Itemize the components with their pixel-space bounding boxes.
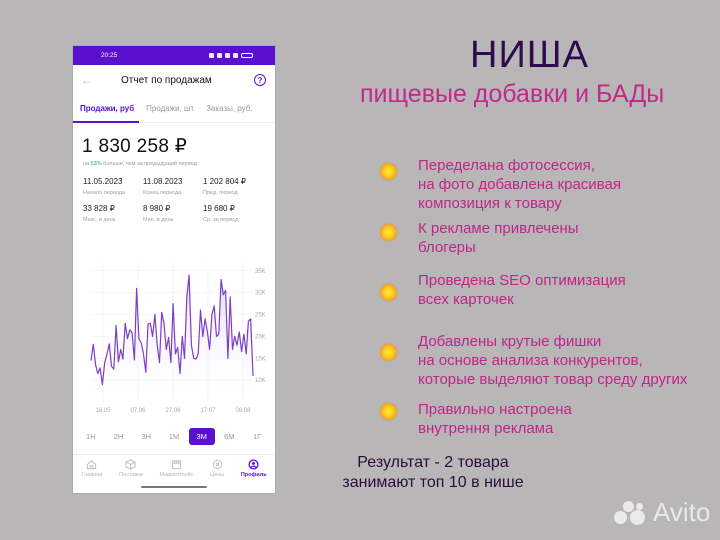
bullet-text: Проведена SEO оптимизация всех карточек: [418, 272, 626, 308]
svg-text:18.05: 18.05: [95, 408, 111, 414]
result-text: Результат - 2 товара занимают топ 10 в н…: [342, 454, 524, 491]
bullet-text: Добавлены крутые фишки на основе анализа…: [418, 333, 688, 388]
nav-prices[interactable]: Цены: [210, 455, 224, 482]
period-1y[interactable]: 1Г: [252, 432, 262, 441]
home-icon: [87, 460, 97, 470]
stat-label: Пред. период: [203, 190, 238, 196]
delta-prefix: на: [83, 161, 91, 167]
tab-orders-rub[interactable]: Заказы, руб.: [206, 104, 253, 113]
stat-avg: 19 680 ₽ Ср. за период: [203, 204, 263, 223]
stat-max-day: 33 828 ₽ Макс. в день: [83, 204, 143, 223]
nav-label: Поставки: [119, 472, 143, 478]
nav-marketplace[interactable]: Маркетплейс: [159, 455, 194, 482]
battery-icon: [241, 53, 253, 58]
nav-label: Маркетплейс: [159, 472, 194, 478]
svg-text:06.08: 06.08: [235, 408, 251, 414]
box-icon: [125, 459, 136, 470]
stats-grid: 11.05.2023 Начало периода 11.08.2023 Конец…: [83, 177, 275, 223]
stat-value: 11.05.2023: [83, 177, 123, 186]
bullet-text: К рекламе привлечены блогеры: [418, 220, 579, 256]
nav-label: Профиль: [240, 472, 267, 478]
notification-icon: [209, 53, 214, 58]
stat-value: 8 980 ₽: [143, 204, 171, 213]
alarm-icon: [217, 53, 222, 58]
svg-text:25K: 25K: [255, 313, 266, 319]
svg-text:07.06: 07.06: [130, 408, 146, 414]
stat-label: Мин. в день: [143, 217, 174, 223]
nav-profile[interactable]: Профиль: [241, 455, 267, 482]
period-3m[interactable]: 3М: [188, 428, 215, 445]
stat-value: 1 202 804 ₽: [203, 177, 246, 186]
page-title: Отчет по продажам: [121, 74, 212, 86]
bullet-dot-icon: [380, 163, 397, 180]
report-tabs: Продажи, руб Продажи, шт Заказы, руб.: [73, 95, 275, 123]
store-icon: [171, 460, 181, 470]
stat-value: 19 680 ₽: [203, 204, 235, 213]
avito-logo-icon: [614, 499, 650, 527]
stat-label: Макс. в день: [83, 217, 116, 223]
period-2w[interactable]: 2Н: [113, 432, 124, 441]
stat-period-start: 11.05.2023 Начало периода: [83, 177, 143, 196]
status-bar: 20:25: [73, 46, 275, 65]
signal-icon: [233, 53, 238, 58]
arrow-left-icon[interactable]: ←: [81, 73, 93, 87]
bullet-dot-icon: [380, 224, 397, 241]
nav-supplies[interactable]: Поставки: [119, 455, 143, 482]
home-indicator[interactable]: [141, 486, 207, 488]
svg-text:27.06: 27.06: [165, 408, 181, 414]
svg-text:30K: 30K: [255, 291, 266, 297]
period-6m[interactable]: 6М: [224, 432, 235, 441]
status-time: 20:25: [101, 52, 118, 59]
nav-label: Главная: [81, 472, 103, 478]
slide-title: НИША: [470, 34, 589, 76]
nav-label: Цены: [209, 472, 225, 478]
period-selector: 1Н 2Н 3Н 1М 3М 6М 1Г: [73, 428, 275, 445]
sales-total: 1 830 258 ₽: [82, 136, 188, 157]
bottom-nav: Главная Поставки Маркетплейс Цены Профил…: [73, 454, 275, 482]
price-tag-icon: [212, 459, 222, 470]
profile-icon: [248, 459, 259, 470]
slide-subtitle: пищевые добавки и БАДы: [360, 80, 665, 108]
avito-wordmark: Avito: [653, 497, 711, 527]
svg-text:35K: 35K: [255, 269, 266, 275]
phone-screenshot: 20:25 ← Отчет по продажам ? Продажи, руб…: [73, 46, 275, 493]
bullet-dot-icon: [380, 403, 397, 420]
delta-suffix: больше, чем за предыдущий период: [101, 161, 197, 167]
bullet-dot-icon: [380, 344, 397, 361]
bullet-dot-icon: [380, 284, 397, 301]
tab-sales-pcs[interactable]: Продажи, шт: [146, 104, 195, 113]
status-icons: [209, 53, 253, 58]
wifi-icon: [225, 53, 230, 58]
svg-text:17.07: 17.07: [200, 408, 216, 414]
stat-label: Ср. за период: [203, 217, 239, 223]
delta-percent: 53%: [90, 161, 102, 167]
svg-text:20K: 20K: [255, 334, 266, 340]
nav-home[interactable]: Главная: [81, 455, 102, 482]
sales-chart[interactable]: 10K 15K 20K 25K 30K 35K 18.05 07.06 27.06 17.07 06…: [73, 252, 275, 417]
period-1m[interactable]: 1М: [168, 432, 180, 441]
app-bar: ← Отчет по продажам ?: [73, 65, 275, 95]
period-3w[interactable]: 3Н: [141, 432, 152, 441]
stat-value: 33 828 ₽: [83, 204, 115, 213]
question-circle-icon[interactable]: ?: [254, 74, 266, 86]
svg-text:10K: 10K: [255, 378, 266, 384]
period-1w[interactable]: 1Н: [86, 432, 96, 441]
bullet-text: Правильно настроена внутрення реклама: [418, 401, 572, 437]
avito-watermark: Avito: [614, 497, 710, 528]
tab-sales-rub[interactable]: Продажи, руб: [73, 95, 140, 123]
stat-label: Конец периода: [143, 190, 182, 196]
bullet-text: Переделана фотосессия, на фото добавлена…: [418, 157, 621, 212]
svg-text:15K: 15K: [255, 356, 266, 362]
stat-period-end: 11.08.2023 Конец периода: [143, 177, 203, 196]
sales-delta: на 53% больше, чем за предыдущий период: [83, 161, 275, 167]
stat-min-day: 8 980 ₽ Мин. в день: [143, 204, 203, 223]
stat-label: Начало периода: [83, 190, 126, 196]
stat-value: 11.08.2023: [143, 177, 183, 186]
stat-prev-period: 1 202 804 ₽ Пред. период: [203, 177, 263, 196]
